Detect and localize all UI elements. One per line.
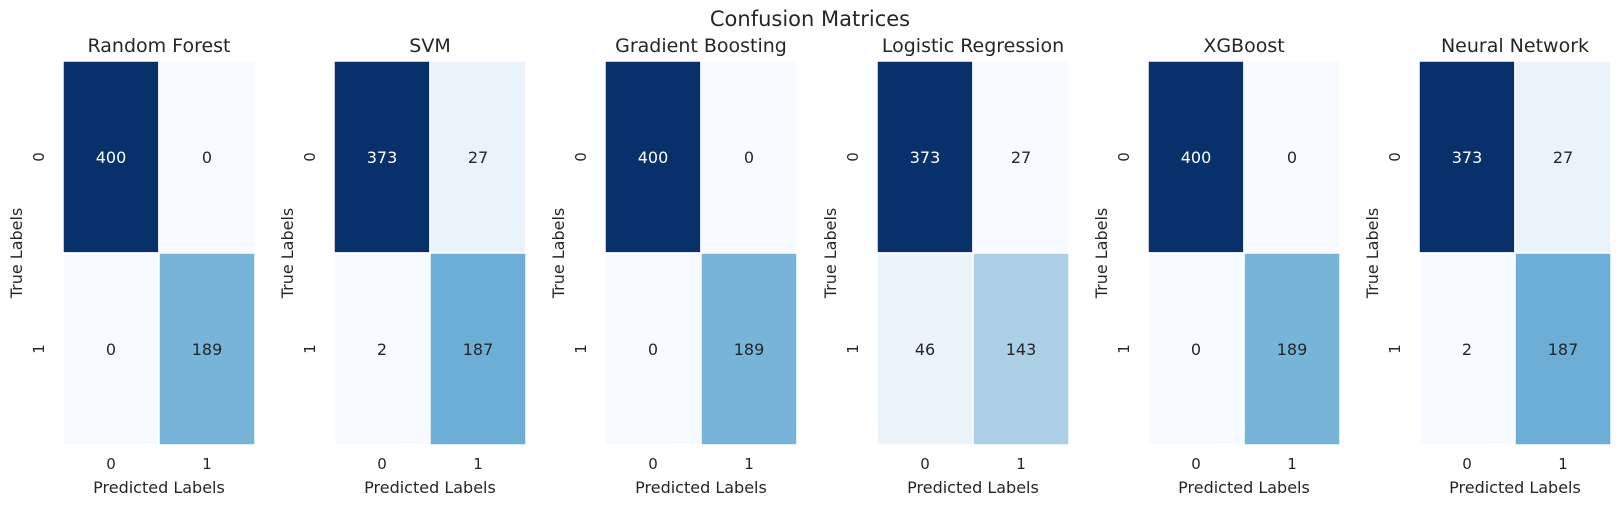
y-axis-label: True Labels [1363, 208, 1382, 300]
heatmap-panel: 373 27 2 187 Neural Network 0 1 0 1 Predicted Lab… [1363, 35, 1612, 497]
cell-value-label: 2 [1462, 340, 1472, 359]
heatmap-cell [1147, 252, 1245, 446]
x-tick-label: 1 [473, 455, 483, 473]
cell-value-label: 400 [638, 148, 669, 167]
cell-value-label: 373 [910, 148, 941, 167]
panel-title: SVM [409, 35, 450, 57]
y-tick-label: 1 [844, 344, 862, 354]
heatmap-panel: 400 0 0 189 XGBoost 0 1 0 1 Predicted Labels True … [1092, 35, 1341, 497]
cell-value-label: 2 [377, 340, 387, 359]
heatmap-cell [62, 252, 160, 446]
heatmap-cell [1243, 60, 1341, 254]
cell-value-label: 400 [96, 148, 127, 167]
heatmap-cell [700, 60, 798, 254]
x-tick-label: 0 [377, 455, 387, 473]
cell-value-label: 0 [1287, 148, 1297, 167]
x-axis-label: Predicted Labels [1449, 478, 1581, 497]
y-tick-label: 0 [572, 152, 590, 162]
heatmap-cell [876, 60, 974, 254]
cell-value-label: 373 [1452, 148, 1483, 167]
y-tick-label: 0 [844, 152, 862, 162]
heatmap-cell [1514, 252, 1612, 446]
heatmap-panel: 373 27 2 187 SVM 0 1 0 1 Predicted Labels True Lab… [278, 35, 527, 497]
y-tick-label: 1 [30, 344, 48, 354]
y-axis-label: True Labels [821, 208, 840, 300]
heatmap-cell [333, 252, 431, 446]
heatmap-cell [1514, 60, 1612, 254]
cell-value-label: 0 [202, 148, 212, 167]
cell-value-label: 373 [367, 148, 398, 167]
cell-value-label: 46 [915, 340, 935, 359]
y-tick-label: 1 [301, 344, 319, 354]
cell-value-label: 27 [1553, 148, 1573, 167]
cell-value-label: 189 [192, 340, 223, 359]
heatmap-cell [158, 252, 256, 446]
x-tick-label: 1 [744, 455, 754, 473]
panel-title: Gradient Boosting [615, 35, 787, 57]
y-tick-label: 0 [1115, 152, 1133, 162]
x-tick-label: 0 [920, 455, 930, 473]
heatmap-cell [62, 60, 160, 254]
x-tick-label: 1 [1287, 455, 1297, 473]
panel-title: Neural Network [1441, 35, 1589, 57]
cell-value-label: 189 [734, 340, 765, 359]
cell-value-label: 187 [1548, 340, 1579, 359]
x-tick-label: 0 [648, 455, 658, 473]
cell-value-label: 187 [463, 340, 494, 359]
panel-title: Random Forest [87, 35, 230, 57]
y-axis-label: True Labels [549, 208, 568, 300]
panel-title: XGBoost [1203, 35, 1284, 57]
heatmap-cell [1243, 252, 1341, 446]
heatmap-cell [429, 252, 527, 446]
cell-value-label: 189 [1277, 340, 1308, 359]
panel-title: Logistic Regression [882, 35, 1064, 57]
heatmap-cell [700, 252, 798, 446]
x-axis-label: Predicted Labels [364, 478, 496, 497]
x-axis-label: Predicted Labels [907, 478, 1039, 497]
cell-value-label: 0 [648, 340, 658, 359]
y-tick-label: 1 [1115, 344, 1133, 354]
heatmap-panel: 373 27 46 143 Logistic Regression 0 1 0 1 Predict… [821, 35, 1070, 497]
cell-value-label: 143 [1006, 340, 1037, 359]
heatmap-cell [333, 60, 431, 254]
cell-value-label: 27 [468, 148, 488, 167]
y-axis-label: True Labels [1092, 208, 1111, 300]
y-tick-label: 1 [572, 344, 590, 354]
y-tick-label: 1 [1386, 344, 1404, 354]
x-tick-label: 1 [1016, 455, 1026, 473]
heatmap-cell [1418, 252, 1516, 446]
heatmap-cell [158, 60, 256, 254]
cell-value-label: 0 [1191, 340, 1201, 359]
heatmap-cell [429, 60, 527, 254]
x-axis-label: Predicted Labels [93, 478, 225, 497]
heatmap-panel: 400 0 0 189 Gradient Boosting 0 1 0 1 Predicted L… [549, 35, 798, 497]
y-tick-label: 0 [301, 152, 319, 162]
heatmap-cell [972, 60, 1070, 254]
x-tick-label: 0 [106, 455, 116, 473]
cell-value-label: 27 [1011, 148, 1031, 167]
cell-value-label: 0 [744, 148, 754, 167]
cell-value-label: 0 [106, 340, 116, 359]
x-axis-label: Predicted Labels [1178, 478, 1310, 497]
y-tick-label: 0 [30, 152, 48, 162]
y-axis-label: True Labels [278, 208, 297, 300]
figure-title: Confusion Matrices [710, 7, 910, 31]
x-tick-label: 0 [1462, 455, 1472, 473]
heatmap-cell [972, 252, 1070, 446]
y-axis-label: True Labels [7, 208, 26, 300]
heatmap-panel: 400 0 0 189 Random Forest 0 1 0 1 Predicted Label… [7, 35, 256, 497]
heatmap-cell [1147, 60, 1245, 254]
x-tick-label: 0 [1191, 455, 1201, 473]
cell-value-label: 400 [1181, 148, 1212, 167]
x-tick-label: 1 [202, 455, 212, 473]
y-tick-label: 0 [1386, 152, 1404, 162]
x-axis-label: Predicted Labels [635, 478, 767, 497]
x-tick-label: 1 [1558, 455, 1568, 473]
heatmap-cell [1418, 60, 1516, 254]
panels: 400 0 0 189 Random Forest 0 1 0 1 Predicted Label… [7, 35, 1612, 497]
